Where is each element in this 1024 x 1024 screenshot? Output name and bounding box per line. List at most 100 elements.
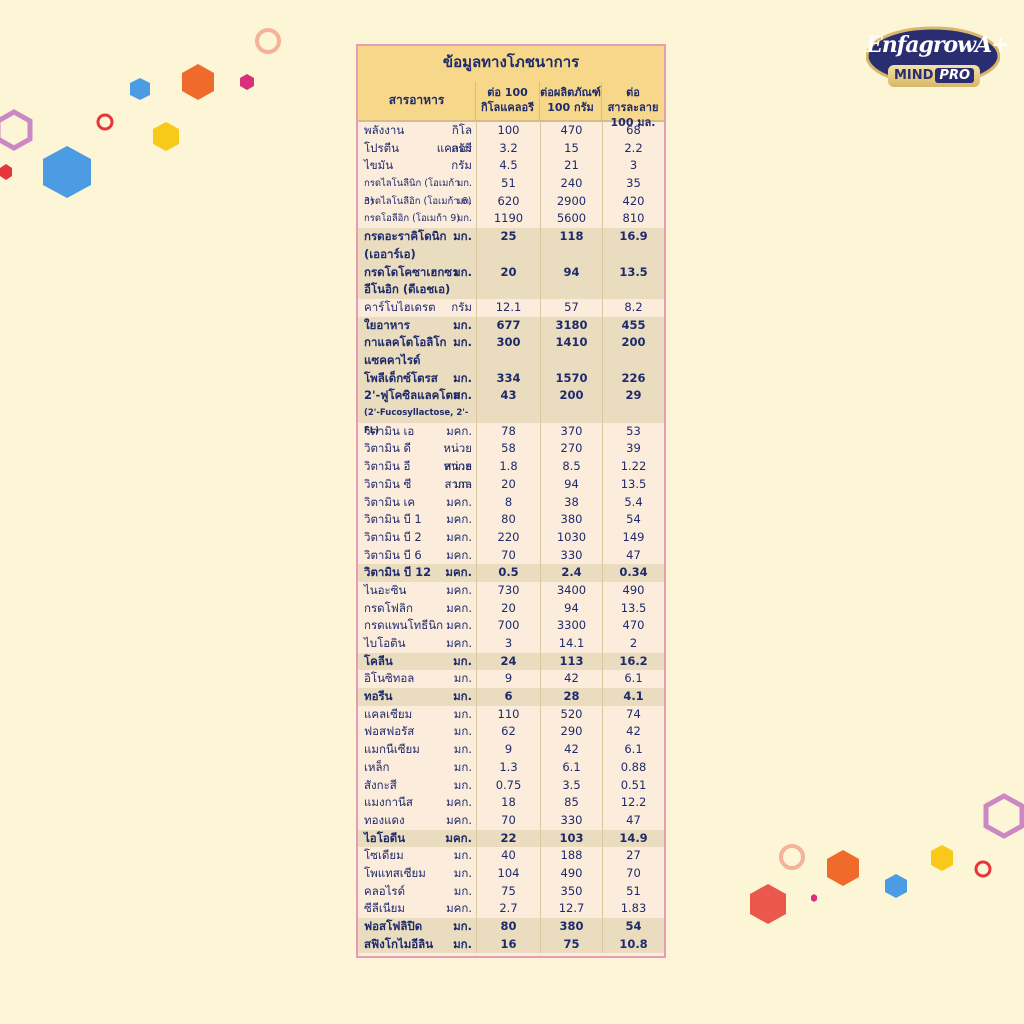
nutrient-unit: มก. xyxy=(453,724,472,739)
table-row: วิตามิน บี 2 มคก. 220 1030 149 xyxy=(358,528,664,547)
value-per-100-kcal: 0.5 xyxy=(476,564,540,582)
value-per-100-g: 14.1 xyxy=(540,635,602,653)
nutrient-name: สังกะสี xyxy=(364,777,472,795)
nutrient-name: สฟิงโกไมอีลิน xyxy=(364,936,472,954)
value-per-100-kcal: 3.2 xyxy=(476,139,540,158)
value-per-100-kcal: 104 xyxy=(476,864,540,883)
logo-mind-pro: MIND PRO xyxy=(888,65,980,87)
value-per-100-ml: 54 xyxy=(602,511,664,529)
value-per-100-g: 290 xyxy=(540,723,602,742)
value-per-100-ml: 6.1 xyxy=(602,741,664,759)
table-row: ใยอาหาร มก. 677 3180 455 xyxy=(358,316,664,335)
value-per-100-g: 28 xyxy=(540,688,602,706)
value-per-100-kcal: 8 xyxy=(476,493,540,512)
table-row: กรดโอลีอิก (โอเมก้า 9) มก. 1190 5600 810 xyxy=(358,210,664,229)
value-per-100-kcal: 730 xyxy=(476,581,540,600)
nutrient-unit: กรัม xyxy=(451,140,472,155)
value-per-100-kcal: 75 xyxy=(476,882,540,901)
table-row: แมกนีเซียม มก. 9 42 6.1 xyxy=(358,741,664,759)
value-per-100-ml: 39 xyxy=(602,440,664,459)
value-per-100-ml: 0.51 xyxy=(602,776,664,795)
nutrient-unit: มก. xyxy=(453,848,472,863)
value-per-100-ml: 200 xyxy=(602,334,664,370)
table-row: วิตามิน บี 12 มคก. 0.5 2.4 0.34 xyxy=(358,564,664,582)
value-per-100-g: 42 xyxy=(540,670,602,689)
nutrient-name-text: ทอรีน xyxy=(364,689,393,704)
nutrient-name-text: 2'-ฟูโคซิลแลคโตส xyxy=(364,388,460,403)
nutrient-name-text: โพลีเด็กซ์โตรส xyxy=(364,370,438,385)
nutrient-name-line2: อีโนอิก (ดีเอชเอ) xyxy=(364,282,451,297)
table-row: ซีลีเนียม มคก. 2.7 12.7 1.83 xyxy=(358,900,664,918)
header-per-100-g-line2: 100 กรัม xyxy=(547,101,594,114)
value-per-100-g: 118 xyxy=(540,228,602,264)
nutrient-name: คาร์โบไฮเดรต xyxy=(364,299,472,317)
nutrient-name-text: วิตามิน บี 2 xyxy=(364,529,422,544)
value-per-100-ml: 68 xyxy=(602,122,664,140)
value-per-100-g: 3.5 xyxy=(540,776,602,795)
nutrient-unit: มคก. xyxy=(446,547,472,562)
nutrient-name: โคลีน xyxy=(364,653,472,671)
nutrient-unit: มก. xyxy=(453,919,472,933)
nutrient-name: วิตามิน บี 6 xyxy=(364,547,472,565)
nutrient-name-text: ไนอะซิน xyxy=(364,582,407,597)
value-per-100-ml: 6.1 xyxy=(602,670,664,689)
table-row: กรดโฟลิก มคก. 20 94 13.5 xyxy=(358,599,664,618)
nutrient-name-text: ฟอสโฟลิปิด xyxy=(364,919,423,933)
nutrient-unit: มคก. xyxy=(446,618,472,633)
table-row: ไบโอติน มคก. 3 14.1 2 xyxy=(358,635,664,653)
nutrient-name-text: วิตามิน เอ xyxy=(364,423,415,438)
nutrient-unit: มคก. xyxy=(446,582,472,597)
table-header: สารอาหาร ต่อ 100 กิโลแคลอรี ต่อผลิตภัณฑ์… xyxy=(358,82,664,129)
value-per-100-ml: 12.2 xyxy=(602,794,664,812)
value-per-100-ml: 490 xyxy=(602,581,664,600)
header-per-100-ml-line1: ต่อสารละลาย xyxy=(607,86,659,114)
value-per-100-g: 380 xyxy=(540,511,602,529)
value-per-100-ml: 420 xyxy=(602,192,664,211)
nutrient-name: กรดโฟลิก xyxy=(364,600,472,618)
value-per-100-g: 57 xyxy=(540,298,602,317)
nutrient-name-line2: (เออาร์เอ) xyxy=(364,246,416,261)
table-row: พลังงาน กิโลแคลอรี 100 470 68 xyxy=(358,122,664,155)
table-row: วิตามิน เอ มคก. 78 370 53 xyxy=(358,422,664,441)
value-per-100-ml: 27 xyxy=(602,847,664,865)
nutrient-unit: มก. xyxy=(453,742,472,757)
header-per-100-kcal: ต่อ 100 กิโลแคลอรี xyxy=(476,82,540,120)
value-per-100-kcal: 4.5 xyxy=(476,157,540,176)
table-row: กาแลคโตโอลิโก แซคคาไรด์ มก. 300 1410 200 xyxy=(358,334,664,370)
nutrient-name-text: วิตามิน ซี xyxy=(364,476,412,491)
nutrient-name: กาแลคโตโอลิโก แซคคาไรด์ xyxy=(364,334,472,369)
header-per-100-ml-line2: 100 มล. xyxy=(610,116,656,129)
nutrient-name: อิโนซิทอล xyxy=(364,670,472,688)
value-per-100-ml: 70 xyxy=(602,864,664,883)
value-per-100-g: 113 xyxy=(540,652,602,671)
header-per-100-ml: ต่อสารละลาย 100 มล. xyxy=(602,82,664,129)
table-row: แคลเซียม มก. 110 520 74 xyxy=(358,705,664,724)
value-per-100-kcal: 25 xyxy=(476,228,540,264)
nutrient-unit: มคก. xyxy=(446,795,472,810)
nutrient-name-text: กรดไลโนลีอิก (โอเมก้า 6) xyxy=(364,195,472,207)
value-per-100-kcal: 20 xyxy=(476,475,540,494)
nutrient-name-text: กรดแพนโทธีนิก xyxy=(364,618,444,633)
nutrient-name-text: เหล็ก xyxy=(364,759,390,774)
nutrient-name: ไนอะซิน xyxy=(364,582,472,600)
value-per-100-g: 3180 xyxy=(540,316,602,335)
value-per-100-ml: 54 xyxy=(602,918,664,936)
nutrient-name: แมงกานีส xyxy=(364,794,472,812)
value-per-100-kcal: 1.8 xyxy=(476,458,540,476)
nutrient-name-text: วิตามิน บี 12 xyxy=(364,565,432,580)
table-row: โปรตีน กรัม 3.2 15 2.2 xyxy=(358,139,664,158)
nutrient-name-text: กรดอะราคิโดนิก xyxy=(364,229,447,244)
value-per-100-g: 12.7 xyxy=(540,900,602,918)
value-per-100-ml: 1.22 xyxy=(602,458,664,476)
value-per-100-g: 2900 xyxy=(540,192,602,211)
nutrient-name-text: ไอโอดีน xyxy=(364,830,406,845)
nutrient-name-text: วิตามิน บี 6 xyxy=(364,547,422,562)
nutrient-name-text: แมงกานีส xyxy=(364,795,413,810)
value-per-100-kcal: 62 xyxy=(476,723,540,742)
value-per-100-ml: 47 xyxy=(602,546,664,565)
value-per-100-g: 5600 xyxy=(540,210,602,229)
nutrient-unit: มก. xyxy=(456,195,472,207)
value-per-100-ml: 455 xyxy=(602,316,664,335)
nutrient-name-text: แคลเซียม xyxy=(364,706,413,721)
nutrient-unit: กรัม xyxy=(451,299,472,314)
